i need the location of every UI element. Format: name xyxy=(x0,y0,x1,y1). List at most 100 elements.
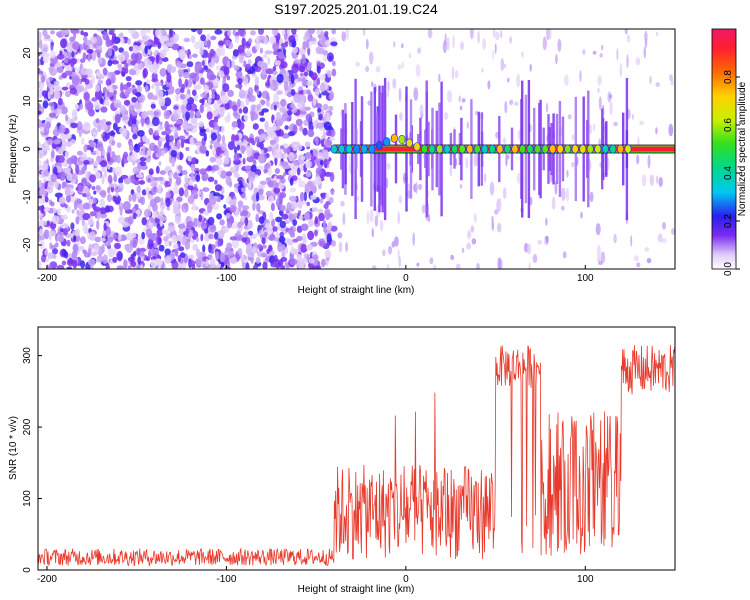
noise-blob xyxy=(149,243,153,250)
noise-blob xyxy=(227,30,232,37)
noise-blob xyxy=(106,152,111,163)
noise-blob xyxy=(165,133,170,142)
noise-blob xyxy=(302,103,306,112)
noise-blob xyxy=(104,169,107,179)
noise-blob xyxy=(82,249,87,254)
noise-blob xyxy=(231,121,238,128)
noise-blob xyxy=(267,57,271,66)
noise-blob xyxy=(59,50,63,56)
sparse-blob xyxy=(507,77,510,83)
sparse-blob xyxy=(580,211,583,219)
sparse-blob xyxy=(542,36,547,51)
noise-blob xyxy=(329,172,335,182)
noise-blob xyxy=(90,263,94,269)
noise-blob xyxy=(214,29,223,35)
noise-blob xyxy=(152,111,160,116)
noise-blob xyxy=(241,205,250,211)
noise-blob xyxy=(155,258,163,266)
noise-blob xyxy=(53,207,58,214)
noise-blob xyxy=(117,234,122,242)
noise-blob xyxy=(281,213,289,220)
noise-blob xyxy=(288,151,295,162)
noise-blob xyxy=(238,108,243,114)
noise-blob xyxy=(60,214,68,220)
noise-blob xyxy=(96,29,105,32)
sparse-blob xyxy=(433,264,437,269)
noise-blob xyxy=(118,47,124,53)
noise-blob xyxy=(102,31,109,41)
noise-blob xyxy=(140,117,145,127)
noise-blob xyxy=(140,29,147,38)
sparse-blob xyxy=(392,78,397,89)
noise-blob xyxy=(199,168,207,175)
y-tick-label: 200 xyxy=(22,418,33,435)
noise-blob xyxy=(192,53,198,58)
noise-blob xyxy=(292,144,298,152)
noise-blob xyxy=(229,204,237,213)
noise-blob xyxy=(102,108,107,113)
noise-blob xyxy=(178,135,186,141)
sparse-blob xyxy=(643,46,646,59)
sparse-blob xyxy=(494,209,499,215)
sparse-blob xyxy=(371,265,377,269)
noise-blob xyxy=(165,111,171,117)
sparse-blob xyxy=(671,228,675,235)
noise-blob xyxy=(164,97,172,107)
noise-blob xyxy=(289,258,298,266)
noise-blob xyxy=(206,52,213,59)
sparse-blob xyxy=(636,262,641,268)
heatmap-y-label: Frequency (Hz) xyxy=(8,115,19,184)
noise-blob xyxy=(242,106,249,114)
noise-blob xyxy=(254,65,262,73)
signal-blob xyxy=(383,137,391,147)
sparse-blob xyxy=(342,212,346,226)
sparse-blob xyxy=(500,57,505,72)
noise-blob xyxy=(152,203,158,212)
sparse-blob xyxy=(447,90,452,103)
noise-blob xyxy=(179,50,187,61)
noise-blob xyxy=(210,35,217,41)
noise-blob xyxy=(223,156,230,165)
noise-blob xyxy=(169,37,177,44)
sparse-blob xyxy=(386,162,391,170)
noise-blob xyxy=(114,103,122,108)
noise-blob xyxy=(70,122,78,129)
noise-blob xyxy=(258,29,264,35)
signal-blob xyxy=(466,144,474,154)
noise-blob xyxy=(213,121,218,127)
noise-blob xyxy=(185,111,191,121)
sparse-blob xyxy=(471,238,477,245)
sparse-blob xyxy=(662,221,666,230)
noise-blob xyxy=(108,88,114,93)
noise-blob xyxy=(147,177,151,183)
sparse-blob xyxy=(649,75,652,85)
sparse-blob xyxy=(555,54,558,65)
noise-blob xyxy=(56,53,65,60)
noise-blob xyxy=(107,92,114,98)
noise-blob xyxy=(325,159,330,165)
noise-blob xyxy=(257,243,262,249)
noise-blob xyxy=(327,221,333,230)
noise-blob xyxy=(73,31,77,40)
signal-blob xyxy=(601,144,609,154)
noise-blob xyxy=(159,34,164,44)
signal-blob xyxy=(579,144,587,154)
noise-blob xyxy=(69,36,75,43)
noise-blob xyxy=(98,74,106,79)
noise-blob xyxy=(61,101,65,111)
noise-blob xyxy=(70,62,74,68)
noise-blob xyxy=(209,258,216,268)
sparse-blob xyxy=(560,205,565,211)
sparse-blob xyxy=(466,121,469,129)
signal-blob xyxy=(571,144,579,154)
noise-blob xyxy=(303,35,309,41)
noise-blob xyxy=(324,138,333,149)
sparse-blob xyxy=(647,154,651,169)
noise-blob xyxy=(157,237,162,245)
noise-blob xyxy=(189,110,195,119)
sparse-blob xyxy=(345,29,349,40)
sparse-blob xyxy=(341,31,347,42)
noise-blob xyxy=(136,185,141,193)
sparse-blob xyxy=(631,113,635,120)
